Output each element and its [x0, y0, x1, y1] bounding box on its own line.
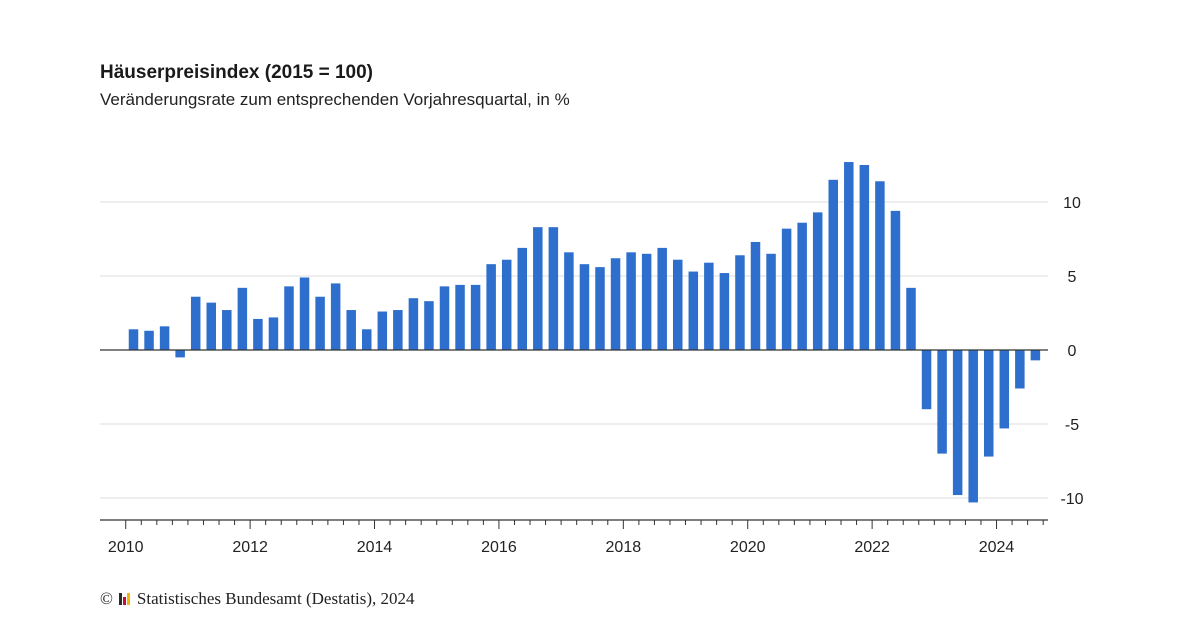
bar	[439, 286, 450, 350]
bar	[377, 311, 388, 350]
bar	[159, 326, 170, 350]
y-tick-label: 0	[1068, 343, 1077, 360]
x-tick-label: 2022	[854, 539, 890, 556]
y-tick-label: 5	[1068, 269, 1077, 286]
bar	[812, 212, 823, 350]
bar	[548, 227, 559, 350]
bar	[797, 222, 807, 350]
bar	[688, 271, 699, 350]
bar	[501, 259, 512, 350]
bar	[999, 350, 1010, 429]
bar	[968, 350, 978, 503]
bar	[190, 296, 201, 350]
bar	[424, 301, 434, 350]
bar	[657, 247, 667, 350]
bar	[517, 247, 527, 350]
bar	[828, 179, 838, 350]
chart-title: Häuserpreisindex (2015 = 100)	[100, 62, 374, 83]
bar	[144, 330, 154, 350]
bar	[284, 286, 294, 350]
source-footer: © Statistisches Bundesamt (Destatis), 20…	[100, 589, 415, 609]
bar	[579, 264, 590, 350]
bar	[253, 318, 263, 350]
bar	[937, 350, 947, 454]
x-tick-label: 2024	[979, 539, 1015, 556]
x-tick-label: 2014	[357, 539, 393, 556]
bar	[533, 227, 543, 350]
gridlines	[100, 201, 1048, 499]
source-text: Statistisches Bundesamt (Destatis), 2024	[136, 589, 415, 608]
tick-labels: 10 5 0 -5 -10 2010 2012 2014 2016 2018 2020 2022 202…	[108, 195, 1084, 556]
bar	[408, 298, 419, 350]
bar	[766, 253, 776, 350]
bar	[362, 329, 372, 350]
bar	[641, 253, 652, 350]
bar	[952, 350, 963, 496]
x-tick-label: 2012	[232, 539, 268, 556]
bar	[330, 283, 341, 350]
bar	[750, 241, 761, 350]
bar	[875, 181, 885, 350]
bar	[222, 310, 232, 350]
bar	[1030, 350, 1041, 361]
bar	[595, 267, 605, 350]
bar	[299, 277, 310, 350]
bar	[921, 350, 932, 410]
bar	[844, 162, 854, 350]
bar	[175, 350, 185, 358]
bar	[346, 310, 356, 350]
bar	[206, 302, 216, 350]
x-tick-label: 2010	[108, 539, 144, 556]
bar	[486, 264, 496, 350]
copyright-symbol: ©	[100, 589, 113, 608]
x-tick-label: 2020	[730, 539, 766, 556]
bar	[393, 310, 403, 350]
bar	[470, 284, 481, 350]
bar	[719, 273, 730, 350]
axes	[100, 349, 1048, 529]
bar	[1015, 350, 1025, 389]
x-tick-label: 2018	[606, 539, 642, 556]
bar	[704, 262, 714, 350]
y-tick-label: -5	[1065, 417, 1079, 434]
bar	[237, 287, 248, 350]
bar	[781, 228, 792, 350]
y-tick-label: 10	[1063, 195, 1081, 212]
bar	[859, 165, 870, 350]
bar-series	[128, 162, 1041, 503]
bar	[735, 255, 745, 350]
y-tick-label: -10	[1060, 491, 1083, 508]
bar	[984, 350, 994, 457]
destatis-logo-icon	[118, 593, 130, 605]
x-tick-label: 2016	[481, 539, 517, 556]
bar	[906, 287, 916, 350]
bar	[268, 317, 279, 350]
bar	[455, 284, 465, 350]
bar	[564, 252, 574, 350]
chart-subtitle: Veränderungsrate zum entsprechenden Vorj…	[100, 90, 570, 109]
bar	[626, 252, 636, 350]
bar	[128, 329, 139, 350]
bar	[315, 296, 325, 350]
bar	[610, 258, 621, 350]
bar	[890, 210, 901, 350]
bar	[673, 259, 683, 350]
